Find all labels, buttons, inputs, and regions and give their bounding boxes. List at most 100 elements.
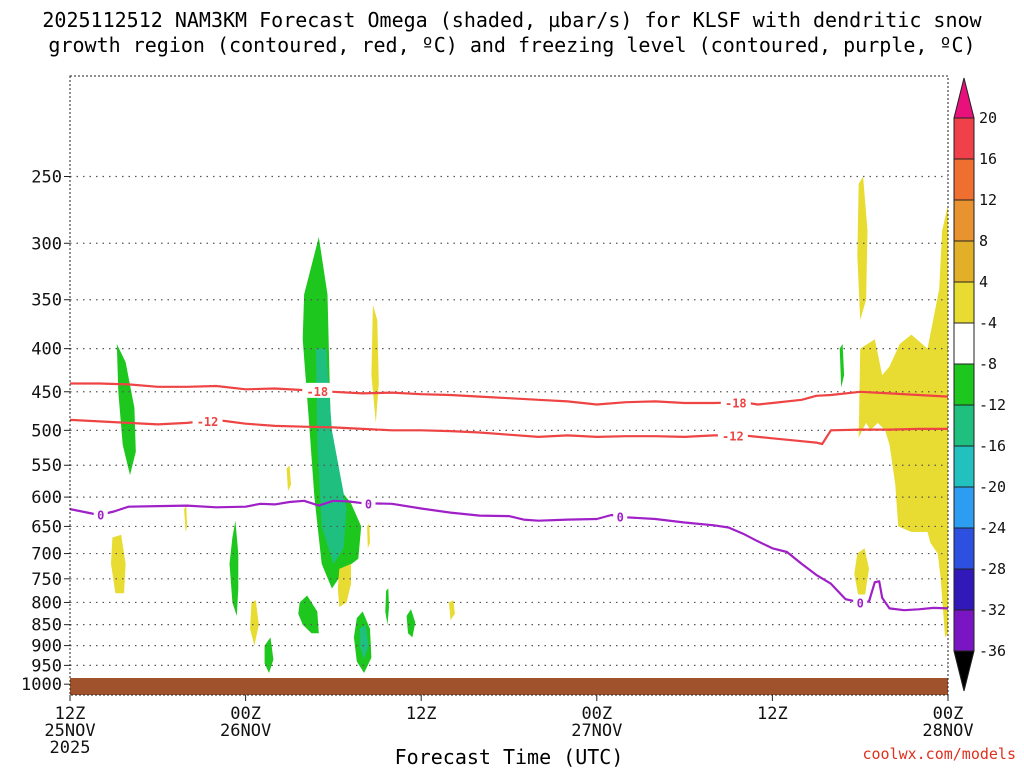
colorbar-segment-12 xyxy=(953,199,975,242)
x-tick-label: 27NOV xyxy=(571,721,622,741)
colorbar-label-4: 4 xyxy=(979,273,988,291)
contour-label--12: -12 xyxy=(722,429,744,443)
x-tick-label: 25NOV xyxy=(44,721,95,741)
colorbar-segment--20 xyxy=(953,486,975,529)
omega-region-1 xyxy=(116,344,136,476)
omega-region-17 xyxy=(184,506,188,532)
colorbar-top-arrow xyxy=(953,77,975,119)
omega-region-21 xyxy=(854,548,869,598)
contour-line--18 xyxy=(70,382,948,406)
colorbar-segment-20 xyxy=(953,117,975,160)
y-tick-label-1000: 1000 xyxy=(21,675,62,695)
omega-region-20 xyxy=(857,176,868,321)
omega-region-5 xyxy=(264,637,274,673)
omega-region-8 xyxy=(359,624,369,660)
colorbar-segment-8 xyxy=(953,240,975,283)
omega-region-22 xyxy=(858,204,948,638)
omega-region-3 xyxy=(315,348,347,564)
contour-label-0: 0 xyxy=(97,509,104,523)
omega-region-6 xyxy=(298,595,319,634)
omega-region-15 xyxy=(371,304,379,423)
y-tick-label-950: 950 xyxy=(31,656,62,676)
omega-region-9 xyxy=(385,588,389,625)
colorbar-segment-16 xyxy=(953,158,975,201)
omega-region-14 xyxy=(337,563,351,607)
contour-label-0: 0 xyxy=(365,497,372,511)
colorbar-label--16: -16 xyxy=(979,437,1006,455)
colorbar-label--24: -24 xyxy=(979,519,1006,537)
x-tick-label: 26NOV xyxy=(220,721,271,741)
contour-label--12: -12 xyxy=(197,415,219,429)
omega-region-10 xyxy=(406,609,416,638)
x-tick-label: 12Z xyxy=(757,704,788,724)
plot-frame xyxy=(69,75,949,696)
colorbar-segment--4 xyxy=(953,322,975,365)
colorbar-label-16: 16 xyxy=(979,150,997,168)
y-tick-label-600: 600 xyxy=(31,488,62,508)
contour-label-bg xyxy=(192,412,223,428)
y-axis-pressure-ticks: 2503003504004505005506006507007508008509… xyxy=(21,168,70,695)
colorbar-segment--28 xyxy=(953,568,975,611)
x-tick-label: 00Z xyxy=(581,704,612,724)
y-tick-label-500: 500 xyxy=(31,421,62,441)
contour-label--18: -18 xyxy=(306,385,328,399)
colorbar-bottom-arrow xyxy=(953,650,975,692)
chart-title-line2: growth region (contoured, red, ºC) and f… xyxy=(48,33,975,57)
y-tick-label-700: 700 xyxy=(31,545,62,565)
colorbar-label--12: -12 xyxy=(979,396,1006,414)
omega-shading xyxy=(111,176,948,673)
colorbar-segment--32 xyxy=(953,609,975,652)
ground-surface xyxy=(70,678,948,695)
omega-colorbar: 20 16 12 8 4 -4 -8 -12 -16 -20 -24 -28 -32 -36 xyxy=(953,77,1006,692)
colorbar-label--32: -32 xyxy=(979,601,1006,619)
y-tick-label-250: 250 xyxy=(31,168,62,188)
colorbar-segment--12 xyxy=(953,404,975,447)
colorbar-label-20: 20 xyxy=(979,109,997,127)
credit-text: coolwx.com/models xyxy=(862,745,1016,763)
x-tick-label: 2025 xyxy=(50,738,91,758)
x-tick-label: 12Z xyxy=(55,704,86,724)
omega-region-16 xyxy=(286,465,291,491)
colorbar-label--8: -8 xyxy=(979,355,997,373)
x-axis-label: Forecast Time (UTC) xyxy=(395,745,624,768)
pressure-gridlines xyxy=(70,175,948,685)
colorbar-segment-4 xyxy=(953,281,975,324)
colorbar-label-12: 12 xyxy=(979,191,997,209)
contour-label-0: 0 xyxy=(857,596,864,610)
contour-label-0: 0 xyxy=(617,510,624,524)
contour-label-bg xyxy=(613,508,628,524)
contour-label-bg xyxy=(853,594,868,610)
omega-region-19 xyxy=(449,600,455,621)
contour-label-bg xyxy=(717,427,748,443)
chart-title-line1: 2025112512 NAM3KM Forecast Omega (shaded… xyxy=(42,8,982,32)
y-tick-label-550: 550 xyxy=(31,456,62,476)
y-tick-label-300: 300 xyxy=(31,234,62,254)
contour-label-bg xyxy=(302,382,333,398)
colorbar-label--4: -4 xyxy=(979,314,997,332)
omega-region-4 xyxy=(229,520,239,616)
contour-label-bg xyxy=(93,506,108,522)
colorbar-segment--8 xyxy=(953,363,975,406)
colorbar-segment--16 xyxy=(953,445,975,488)
y-tick-label-450: 450 xyxy=(31,383,62,403)
colorbar-label--20: -20 xyxy=(979,478,1006,496)
x-tick-label: 12Z xyxy=(406,704,437,724)
colorbar-label-8: 8 xyxy=(979,232,988,250)
x-tick-label: 00Z xyxy=(230,704,261,724)
omega-region-12 xyxy=(111,534,126,594)
y-tick-label-850: 850 xyxy=(31,616,62,636)
colorbar-segment--24 xyxy=(953,527,975,570)
contour-label-bg xyxy=(361,495,376,511)
y-tick-label-900: 900 xyxy=(31,637,62,657)
contour-line-0 xyxy=(70,499,948,612)
colorbar-label--28: -28 xyxy=(979,560,1006,578)
omega-region-18 xyxy=(367,523,370,549)
contour-label--18: -18 xyxy=(725,396,747,410)
contour-label-bg xyxy=(720,394,751,410)
y-tick-label-650: 650 xyxy=(31,517,62,537)
omega-region-13 xyxy=(250,600,259,646)
contour-line--12 xyxy=(70,418,948,446)
x-tick-label: 00Z xyxy=(933,704,964,724)
y-tick-label-350: 350 xyxy=(31,291,62,311)
